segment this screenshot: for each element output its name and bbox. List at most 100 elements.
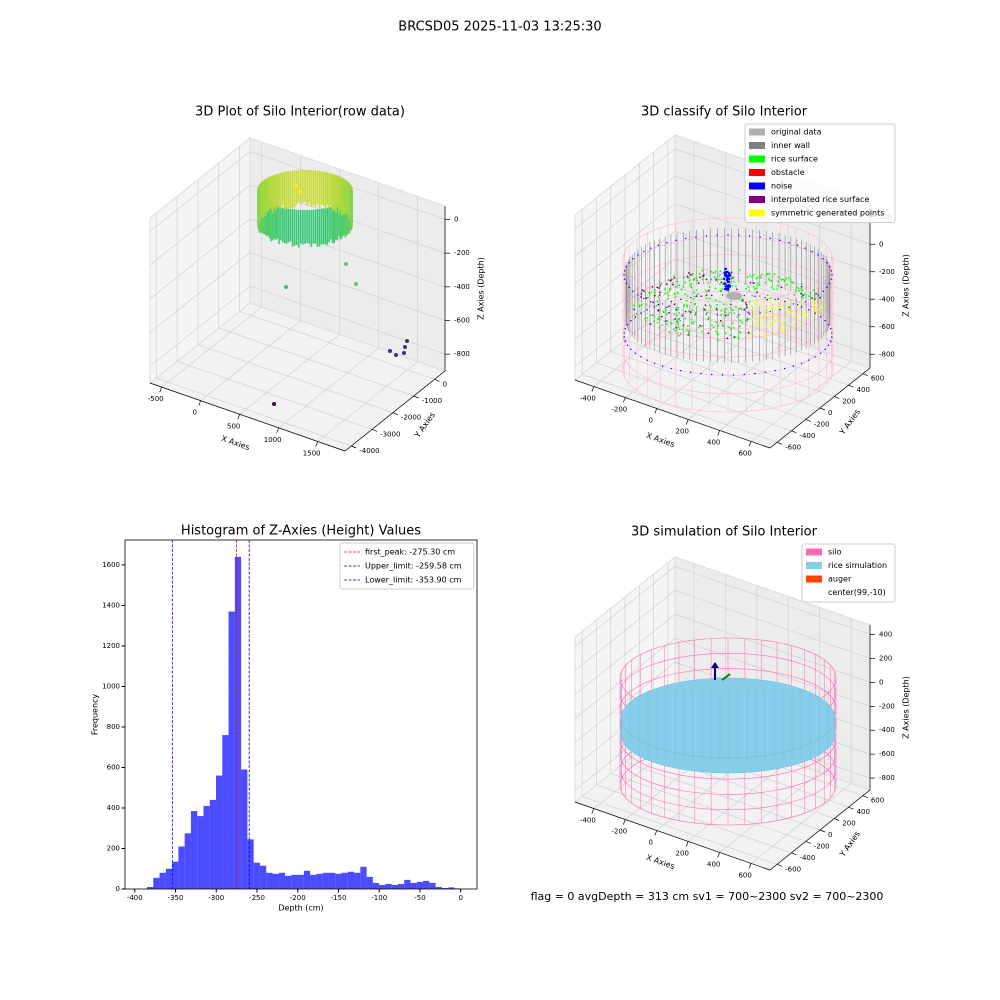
x-tick-label: -250 [249,894,265,902]
surface-point [712,271,715,274]
noise-point [628,261,630,264]
surface-point [637,297,639,300]
grid-line [161,306,262,388]
surface-point [695,289,698,292]
surface-point [758,315,760,318]
surface-point [710,278,713,281]
surface-point [818,312,821,315]
y-tick-label: 800 [107,723,120,731]
surface-point [686,325,689,327]
surface-point [638,305,641,308]
surface-point [711,324,713,327]
noise-point [634,352,637,354]
surface-point [759,304,761,307]
surface-point [740,298,743,301]
surface-point [695,276,698,279]
surface-point [754,310,756,313]
tick-mark [159,386,163,393]
noise-point [726,280,729,284]
noise-point [684,310,687,313]
surface-point [662,311,665,314]
y-tick-label: 1000 [102,682,120,690]
histogram-bar [341,872,348,889]
surface-point [778,276,781,278]
surface-point [674,293,677,296]
surface-point [756,313,759,316]
surface-point [675,307,678,310]
surface-point [748,289,751,292]
surface-point [666,323,668,325]
surface-point [772,330,775,333]
surface-point [744,282,747,285]
noise-point [670,367,673,370]
y-tick-label: 200 [842,398,855,406]
surface-point [650,290,653,293]
tick-mark [862,795,868,799]
surface-point [648,291,650,294]
surface-point [758,295,761,297]
surface-point [692,279,695,281]
histogram-bar [303,870,311,889]
surface-point [808,295,810,298]
surface-point [708,304,711,307]
noise-point [725,271,728,274]
noise-point [711,373,713,376]
noise-point [625,265,627,268]
surface-point [677,326,680,329]
histogram-bar [153,877,160,889]
surface-point [801,289,804,292]
noise-point [822,290,824,292]
z-tick-label: -600 [879,323,895,331]
x-tick-label: -400 [580,817,596,825]
plot-frame [124,539,478,890]
original-point [726,292,742,300]
surface-point [813,307,815,309]
surface-point [772,314,775,317]
surface-point [677,306,680,309]
surface-point [751,294,754,297]
surface-point [670,278,673,281]
surface-point [725,307,728,310]
surface-point [737,337,740,340]
grid-line [574,285,676,367]
surface-point [699,276,701,279]
histogram-bar [379,884,386,889]
tick-mark [622,397,626,403]
noise-point [623,336,625,338]
noise-point [727,274,730,277]
surface-point [820,305,823,308]
surface-point [796,315,799,318]
surface-point [708,286,711,288]
surface-point [746,319,748,322]
surface-point [813,304,816,307]
surface-point [706,311,709,314]
histogram-bar [328,872,336,889]
noise-point [640,356,642,358]
noise-point [796,304,799,306]
surface-point [801,313,804,316]
surface-point [770,305,773,308]
surface-point [729,306,732,309]
surface-point [812,300,814,303]
noise-point [650,247,652,249]
surface-point [676,280,679,283]
surface-point [678,311,681,314]
surface-point [720,281,723,284]
surface-point [817,308,819,311]
legend-label: first_peak: -275.30 cm [365,548,455,557]
grid-line [149,285,251,367]
surface-point [764,335,767,338]
outlier-point [344,262,348,266]
grid-line [574,614,676,695]
surface-point [782,331,785,333]
z-tick-label: -200 [454,249,470,257]
tick-mark [371,429,378,432]
noise-point [657,304,660,306]
surface-point [803,293,806,296]
surface-point [653,294,656,297]
surface-point [644,310,646,313]
tick-mark [434,379,440,382]
surface-point [747,286,750,289]
surface-point [702,275,704,278]
y-axis-label: Frequency [91,694,100,736]
